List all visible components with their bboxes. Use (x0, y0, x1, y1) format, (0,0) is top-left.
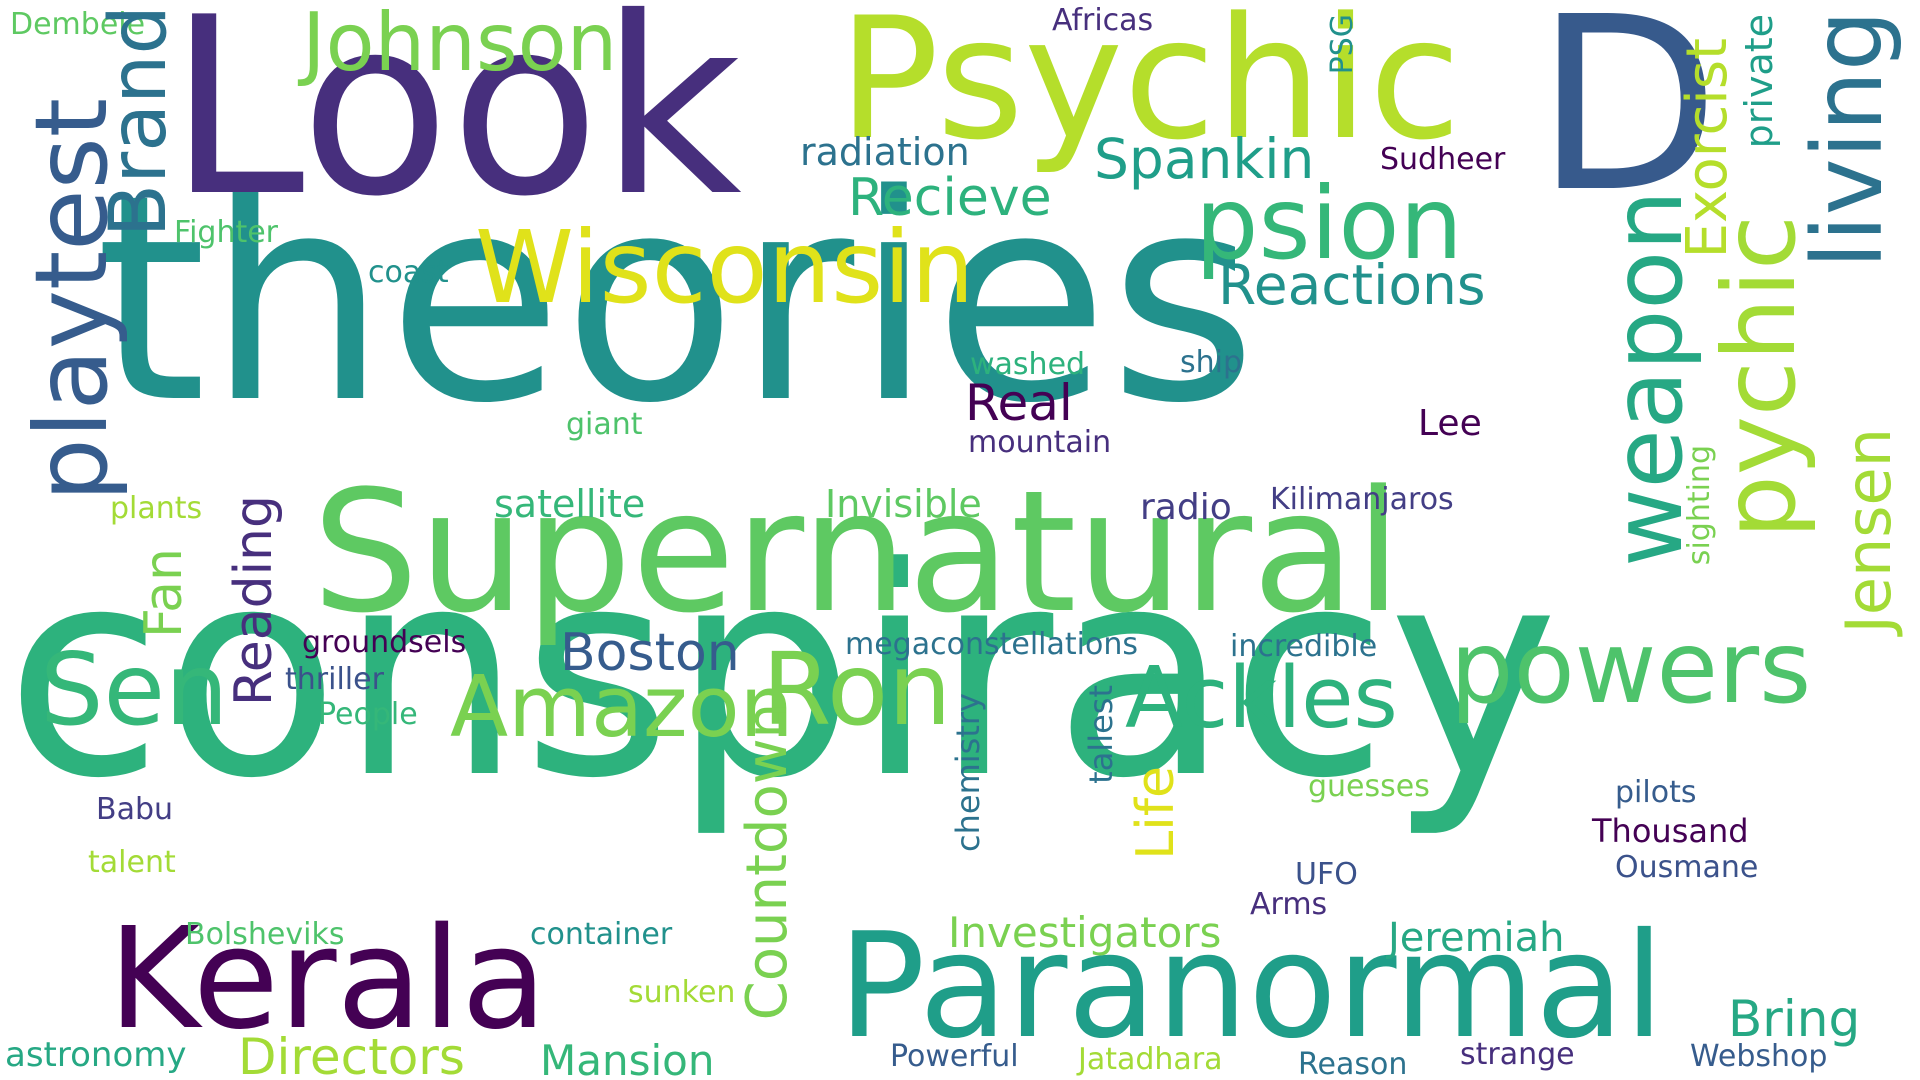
word-jatadhara: Jatadhara (1078, 1045, 1223, 1075)
word-real: Real (965, 378, 1073, 428)
word-fighter: Fighter (174, 218, 278, 248)
word-jensen: Jensen (1838, 428, 1900, 633)
word-strange: strange (1460, 1040, 1575, 1070)
word-arms: Arms (1250, 890, 1327, 920)
word-investigators: Investigators (948, 912, 1221, 954)
word-giant: giant (566, 410, 643, 440)
word-invisible: Invisible (825, 485, 982, 523)
word-recieve: Recieve (848, 172, 1052, 224)
word-reading: Reading (228, 495, 280, 706)
word-thousand: Thousand (1592, 815, 1749, 847)
word-satellite: satellite (494, 485, 645, 523)
word-astronomy: astronomy (5, 1038, 187, 1072)
word-coast: coast (368, 258, 449, 288)
word-directors: Directors (238, 1032, 465, 1080)
word-mountain: mountain (968, 428, 1111, 458)
word-container: container (530, 920, 672, 950)
word-jeremiah: Jeremiah (1388, 918, 1565, 958)
word-bolsheviks: Bolsheviks (185, 920, 344, 950)
word-incredible: incredible (1230, 632, 1377, 662)
word-ackles: Ackles (1125, 656, 1398, 741)
word-lee: Lee (1418, 406, 1482, 442)
word-bring: Bring (1728, 994, 1860, 1044)
word-living: living (1800, 10, 1896, 269)
word-africas: Africas (1052, 6, 1153, 36)
word-boston: Boston (560, 627, 740, 679)
word-exorcist: Exorcist (1680, 38, 1736, 258)
word-pilots: pilots (1615, 778, 1696, 808)
word-sunken: sunken (628, 978, 735, 1008)
word-talent: talent (88, 848, 176, 878)
word-reactions: Reactions (1218, 258, 1486, 313)
word-private: private (1740, 14, 1778, 148)
word-guesses: guesses (1308, 772, 1430, 802)
word-megaconstellations: megaconstellations (845, 630, 1138, 660)
word-countdown: Countdown (740, 703, 796, 1020)
word-brand: Brand (100, 5, 178, 237)
word-powerful: Powerful (890, 1042, 1019, 1072)
word-groundsels: groundsels (302, 628, 466, 658)
word-chemistry: chemistry (952, 693, 984, 852)
word-ufo: UFO (1295, 860, 1358, 890)
word-washed: washed (970, 350, 1085, 380)
word-kilimanjaros: Kilimanjaros (1270, 485, 1454, 515)
word-powers: powers (1450, 618, 1811, 718)
word-mansion: Mansion (540, 1040, 714, 1080)
word-sighting: sighting (1685, 445, 1715, 565)
word-radiation: radiation (800, 133, 970, 171)
word-sen: Sen (40, 640, 228, 740)
word-wisconsin: Wisconsin (475, 218, 974, 318)
word-radio: radio (1140, 490, 1232, 526)
word-ship: ship (1180, 348, 1242, 378)
word-babu: Babu (96, 795, 173, 825)
word-life: Life (1130, 766, 1182, 860)
word-webshop: Webshop (1690, 1042, 1827, 1072)
word-reason: Reason (1298, 1050, 1407, 1080)
word-fan: Fan (138, 548, 190, 638)
word-thriller: thriller (285, 665, 384, 695)
word-people: People (318, 700, 418, 730)
word-tallest: tallest (1085, 685, 1117, 784)
word-spankin: Spankin (1094, 132, 1314, 187)
word-psg: PSG (1328, 14, 1358, 74)
word-johnson: Johnson (302, 3, 617, 83)
word-sudheer: Sudheer (1380, 145, 1505, 175)
word-ousmane: Ousmane (1615, 853, 1758, 883)
